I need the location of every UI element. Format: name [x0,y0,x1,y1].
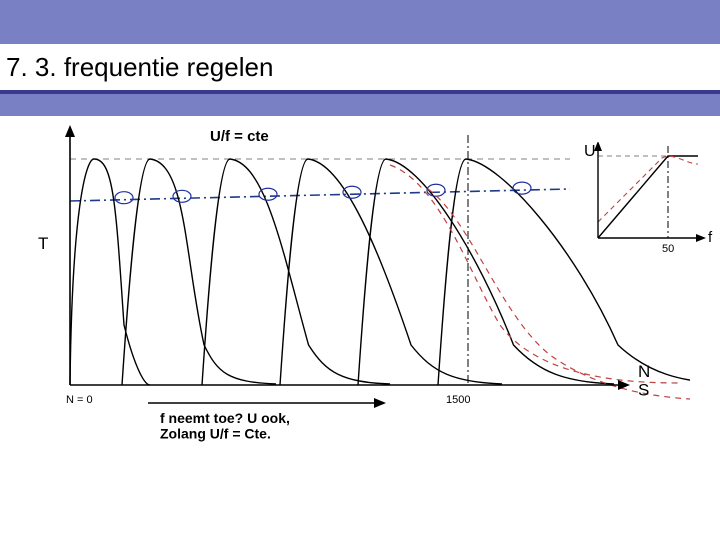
svg-text:N = 0: N = 0 [66,394,93,406]
slide-banner [0,0,720,44]
svg-text:U/f = cte: U/f = cte [210,128,269,145]
svg-text:50: 50 [662,243,674,255]
svg-text:f: f [708,229,713,246]
title-bar: 7. 3. frequentie regelen [0,44,720,90]
svg-text:S: S [638,381,649,400]
svg-text:1500: 1500 [446,394,470,406]
svg-text:f neemt toe? U ook,: f neemt toe? U ook, [160,410,290,426]
svg-text:U: U [584,143,596,160]
svg-text:N: N [638,362,650,381]
svg-text:T: T [38,234,48,253]
inset-chart: Uf 50 [584,142,714,272]
svg-text:Zolang U/f = Cte.: Zolang U/f = Cte. [160,425,271,441]
slide-title: 7. 3. frequentie regelen [6,52,273,83]
under-strip [0,94,720,116]
